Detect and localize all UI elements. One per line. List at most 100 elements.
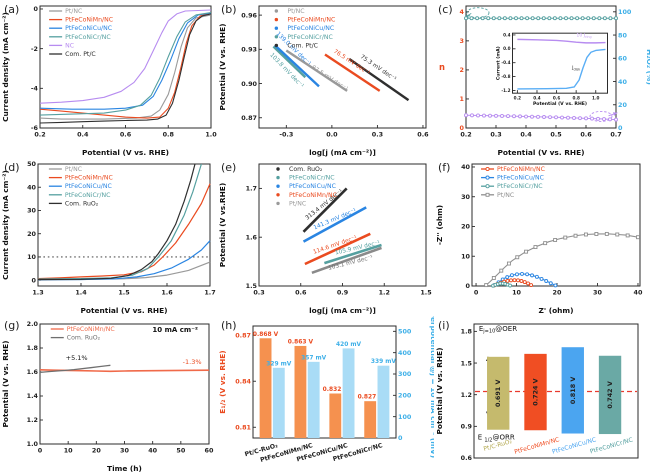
svg-text:200: 200 xyxy=(398,392,412,400)
svg-text:-1.3%: -1.3% xyxy=(183,358,202,366)
chart-n-and-h2o2: 0.2 0.3 0.4 0.5 0.6 0.701234020406080100Poten… xyxy=(438,3,650,157)
svg-text:0.6: 0.6 xyxy=(295,288,307,296)
svg-text:20: 20 xyxy=(618,101,627,109)
svg-text:40: 40 xyxy=(618,78,627,86)
svg-text:1.6: 1.6 xyxy=(246,233,258,241)
svg-text:(c): (c) xyxy=(438,3,453,16)
svg-text:0.6: 0.6 xyxy=(120,130,132,138)
svg-text:PtFeCoNiCu/NC: PtFeCoNiCu/NC xyxy=(287,25,334,32)
svg-text:20: 20 xyxy=(553,288,562,296)
svg-text:0: 0 xyxy=(398,434,403,442)
svg-text:80: 80 xyxy=(618,31,627,39)
inset-rrde-plot: 0.2 0.4 0.6 0.8 1.0 0.4 0.0 -0.4 -0.8 -1.2 Potenti… xyxy=(491,29,612,109)
series-PtFeCoNiCu/NC xyxy=(274,44,320,88)
series-Com. RuO₂ xyxy=(39,364,111,374)
svg-text:10: 10 xyxy=(461,252,470,260)
svg-text:1.4: 1.4 xyxy=(75,288,87,296)
svg-text:0.6: 0.6 xyxy=(580,130,592,138)
svg-text:0.9: 0.9 xyxy=(461,423,473,431)
axes: 0.2 0.4 0.6 0.8 1.0 0 -2 -4 -6 Potential (V vs. R… xyxy=(1,5,217,157)
svg-text:(a): (a) xyxy=(4,3,19,16)
svg-text:20: 20 xyxy=(92,446,101,454)
svg-text:Potential (V vs. RHE): Potential (V vs. RHE) xyxy=(435,347,444,434)
series-10xJring xyxy=(517,38,606,44)
panel-e-oer-tafel: 0.3 0.6 0.9 1.2 1.5 1.5 1.6 1.7 log[j (mA cm⁻²)]… xyxy=(217,158,434,316)
svg-text:1.8: 1.8 xyxy=(27,344,39,352)
series-NC xyxy=(39,9,212,104)
series-Pt/NC xyxy=(285,49,348,92)
series-PtFeCoNiMn/NC xyxy=(324,53,381,92)
series-Com. Pt/C xyxy=(39,13,212,124)
svg-text:1.7: 1.7 xyxy=(246,185,257,193)
svg-text:Potential (V vs. RHE): Potential (V vs. RHE) xyxy=(533,101,587,107)
svg-text:50: 50 xyxy=(27,160,36,168)
svg-text:Jdisk: Jdisk xyxy=(571,65,580,72)
bar xyxy=(487,356,510,430)
svg-text:Com. Pt/C: Com. Pt/C xyxy=(287,42,318,49)
svg-text:1.0: 1.0 xyxy=(205,130,217,138)
svg-text:50: 50 xyxy=(176,446,185,454)
svg-text:420 mV: 420 mV xyxy=(336,342,361,348)
bar xyxy=(561,347,584,434)
svg-text:30: 30 xyxy=(120,446,129,454)
series-PtFeCoNiMn/NC xyxy=(37,183,211,280)
series-Com. RuO₂ xyxy=(302,187,348,233)
svg-text:PtFeCoNiCu/NC: PtFeCoNiCu/NC xyxy=(65,183,112,190)
svg-text:Potential (V vs. RHE): Potential (V vs. RHE) xyxy=(82,148,169,157)
svg-text:1.6: 1.6 xyxy=(27,368,39,376)
svg-text:1.6: 1.6 xyxy=(161,288,173,296)
svg-text:Current (mA): Current (mA) xyxy=(496,46,502,80)
svg-text:Pt/NC: Pt/NC xyxy=(65,166,82,173)
svg-text:0.3: 0.3 xyxy=(490,130,501,138)
svg-text:0.7: 0.7 xyxy=(610,130,621,138)
svg-text:0.691 V: 0.691 V xyxy=(494,380,502,407)
svg-text:0.4: 0.4 xyxy=(503,32,511,37)
svg-text:-0.8: -0.8 xyxy=(501,74,510,79)
svg-text:100: 100 xyxy=(398,413,412,421)
axes: 0.2 0.3 0.4 0.5 0.6 0.701234020406080100Poten… xyxy=(439,5,650,157)
svg-text:40: 40 xyxy=(634,288,643,296)
svg-text:1.0: 1.0 xyxy=(592,95,600,100)
svg-text:0.87: 0.87 xyxy=(241,114,257,122)
svg-text:30: 30 xyxy=(461,193,470,201)
svg-text:Potential (V vs.RHE): Potential (V vs.RHE) xyxy=(218,183,227,267)
svg-text:0.818 V: 0.818 V xyxy=(569,377,577,404)
svg-text:-Z'' (ohm): -Z'' (ohm) xyxy=(435,205,444,245)
svg-text:PtFeCoNiCr/NC: PtFeCoNiCr/NC xyxy=(287,34,333,41)
panel-i-bifunctional-gap-bars: 0.6 0.9 1.2 1.5 1.8 Potential (V vs. RHE) 0.69… xyxy=(434,316,650,474)
svg-text:0: 0 xyxy=(32,276,37,284)
series-Com. Pt/C xyxy=(348,58,410,102)
svg-text:PtFeCoNiMn/NC: PtFeCoNiMn/NC xyxy=(287,17,335,24)
svg-text:log[j (mA cm⁻²)]: log[j (mA cm⁻²)] xyxy=(309,148,376,157)
chart-eis-nyquist: 0 10 20 30 40 0 10 20 30 40 Z' (ohm) -Z'' (ohm) PtFe… xyxy=(435,161,643,315)
axes: 1.3 1.4 1.5 1.6 1.7 0 10 20 30 40 50 Potential (V v… xyxy=(1,160,216,315)
svg-text:0.827 V: 0.827 V xyxy=(358,395,384,401)
svg-text:Time (h): Time (h) xyxy=(107,464,142,473)
svg-text:0.87: 0.87 xyxy=(235,331,251,339)
svg-text:1.5: 1.5 xyxy=(246,282,257,290)
svg-text:0.2: 0.2 xyxy=(514,95,522,100)
svg-text:0.742 V: 0.742 V xyxy=(606,381,614,408)
svg-text:0.6: 0.6 xyxy=(553,95,561,100)
svg-text:Pt/NC: Pt/NC xyxy=(497,192,514,199)
axes: 0.2 0.4 0.6 0.8 1.0 0.4 0.0 -0.4 -0.8 -1.2 Potenti… xyxy=(496,32,608,107)
bar xyxy=(329,393,342,438)
svg-text:0.3: 0.3 xyxy=(372,130,383,138)
svg-text:-4: -4 xyxy=(31,85,39,93)
svg-text:0.3: 0.3 xyxy=(253,288,264,296)
svg-text:Com. RuO₂: Com. RuO₂ xyxy=(289,166,323,173)
chart-stability-chronopotentiometry: 0 10 20 30 40 50 60 1.0 1.2 1.4 1.6 1.8 2.0 Time (h) P… xyxy=(1,319,214,473)
svg-text:0.2: 0.2 xyxy=(460,130,471,138)
svg-text:4: 4 xyxy=(460,8,465,16)
svg-text:0.84: 0.84 xyxy=(235,377,251,385)
svg-text:0: 0 xyxy=(460,124,465,132)
svg-text:0.4: 0.4 xyxy=(520,130,532,138)
svg-text:103.1 mV dec⁻¹: 103.1 mV dec⁻¹ xyxy=(327,254,373,272)
svg-text:10: 10 xyxy=(27,253,36,261)
svg-text:n: n xyxy=(439,62,445,72)
bar xyxy=(259,338,272,438)
svg-text:PtFeCoNiCr/NC: PtFeCoNiCr/NC xyxy=(497,183,543,190)
